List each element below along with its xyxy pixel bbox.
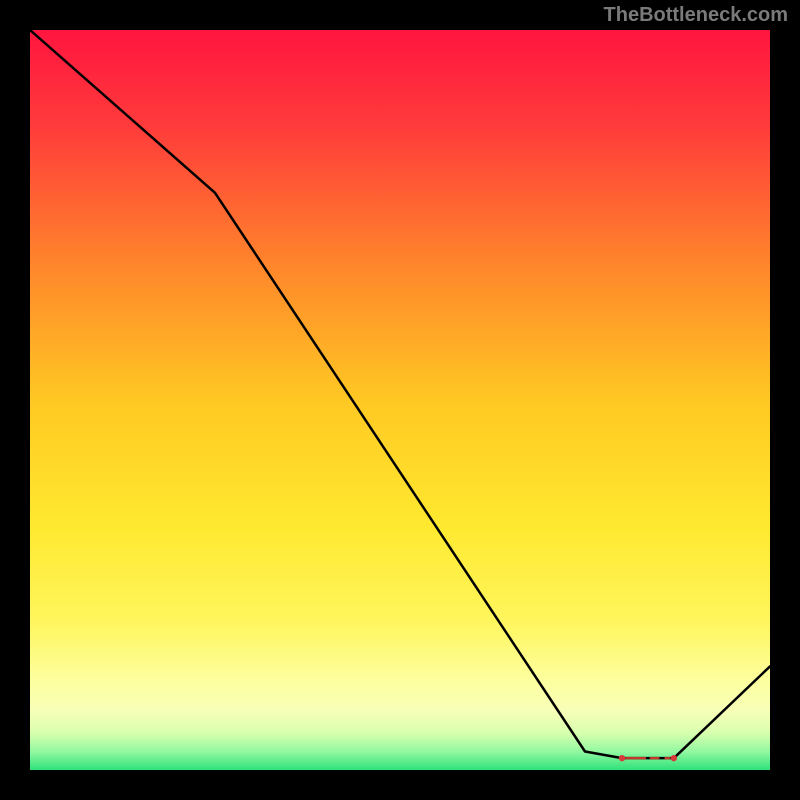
marker-dot-start: [619, 755, 625, 761]
chart-svg: [30, 30, 770, 770]
plot-area: [30, 30, 770, 770]
gradient-background: [30, 30, 770, 770]
chart-container: TheBottleneck.com: [0, 0, 800, 800]
watermark-text: TheBottleneck.com: [604, 4, 788, 27]
marker-dot-end: [671, 755, 677, 761]
